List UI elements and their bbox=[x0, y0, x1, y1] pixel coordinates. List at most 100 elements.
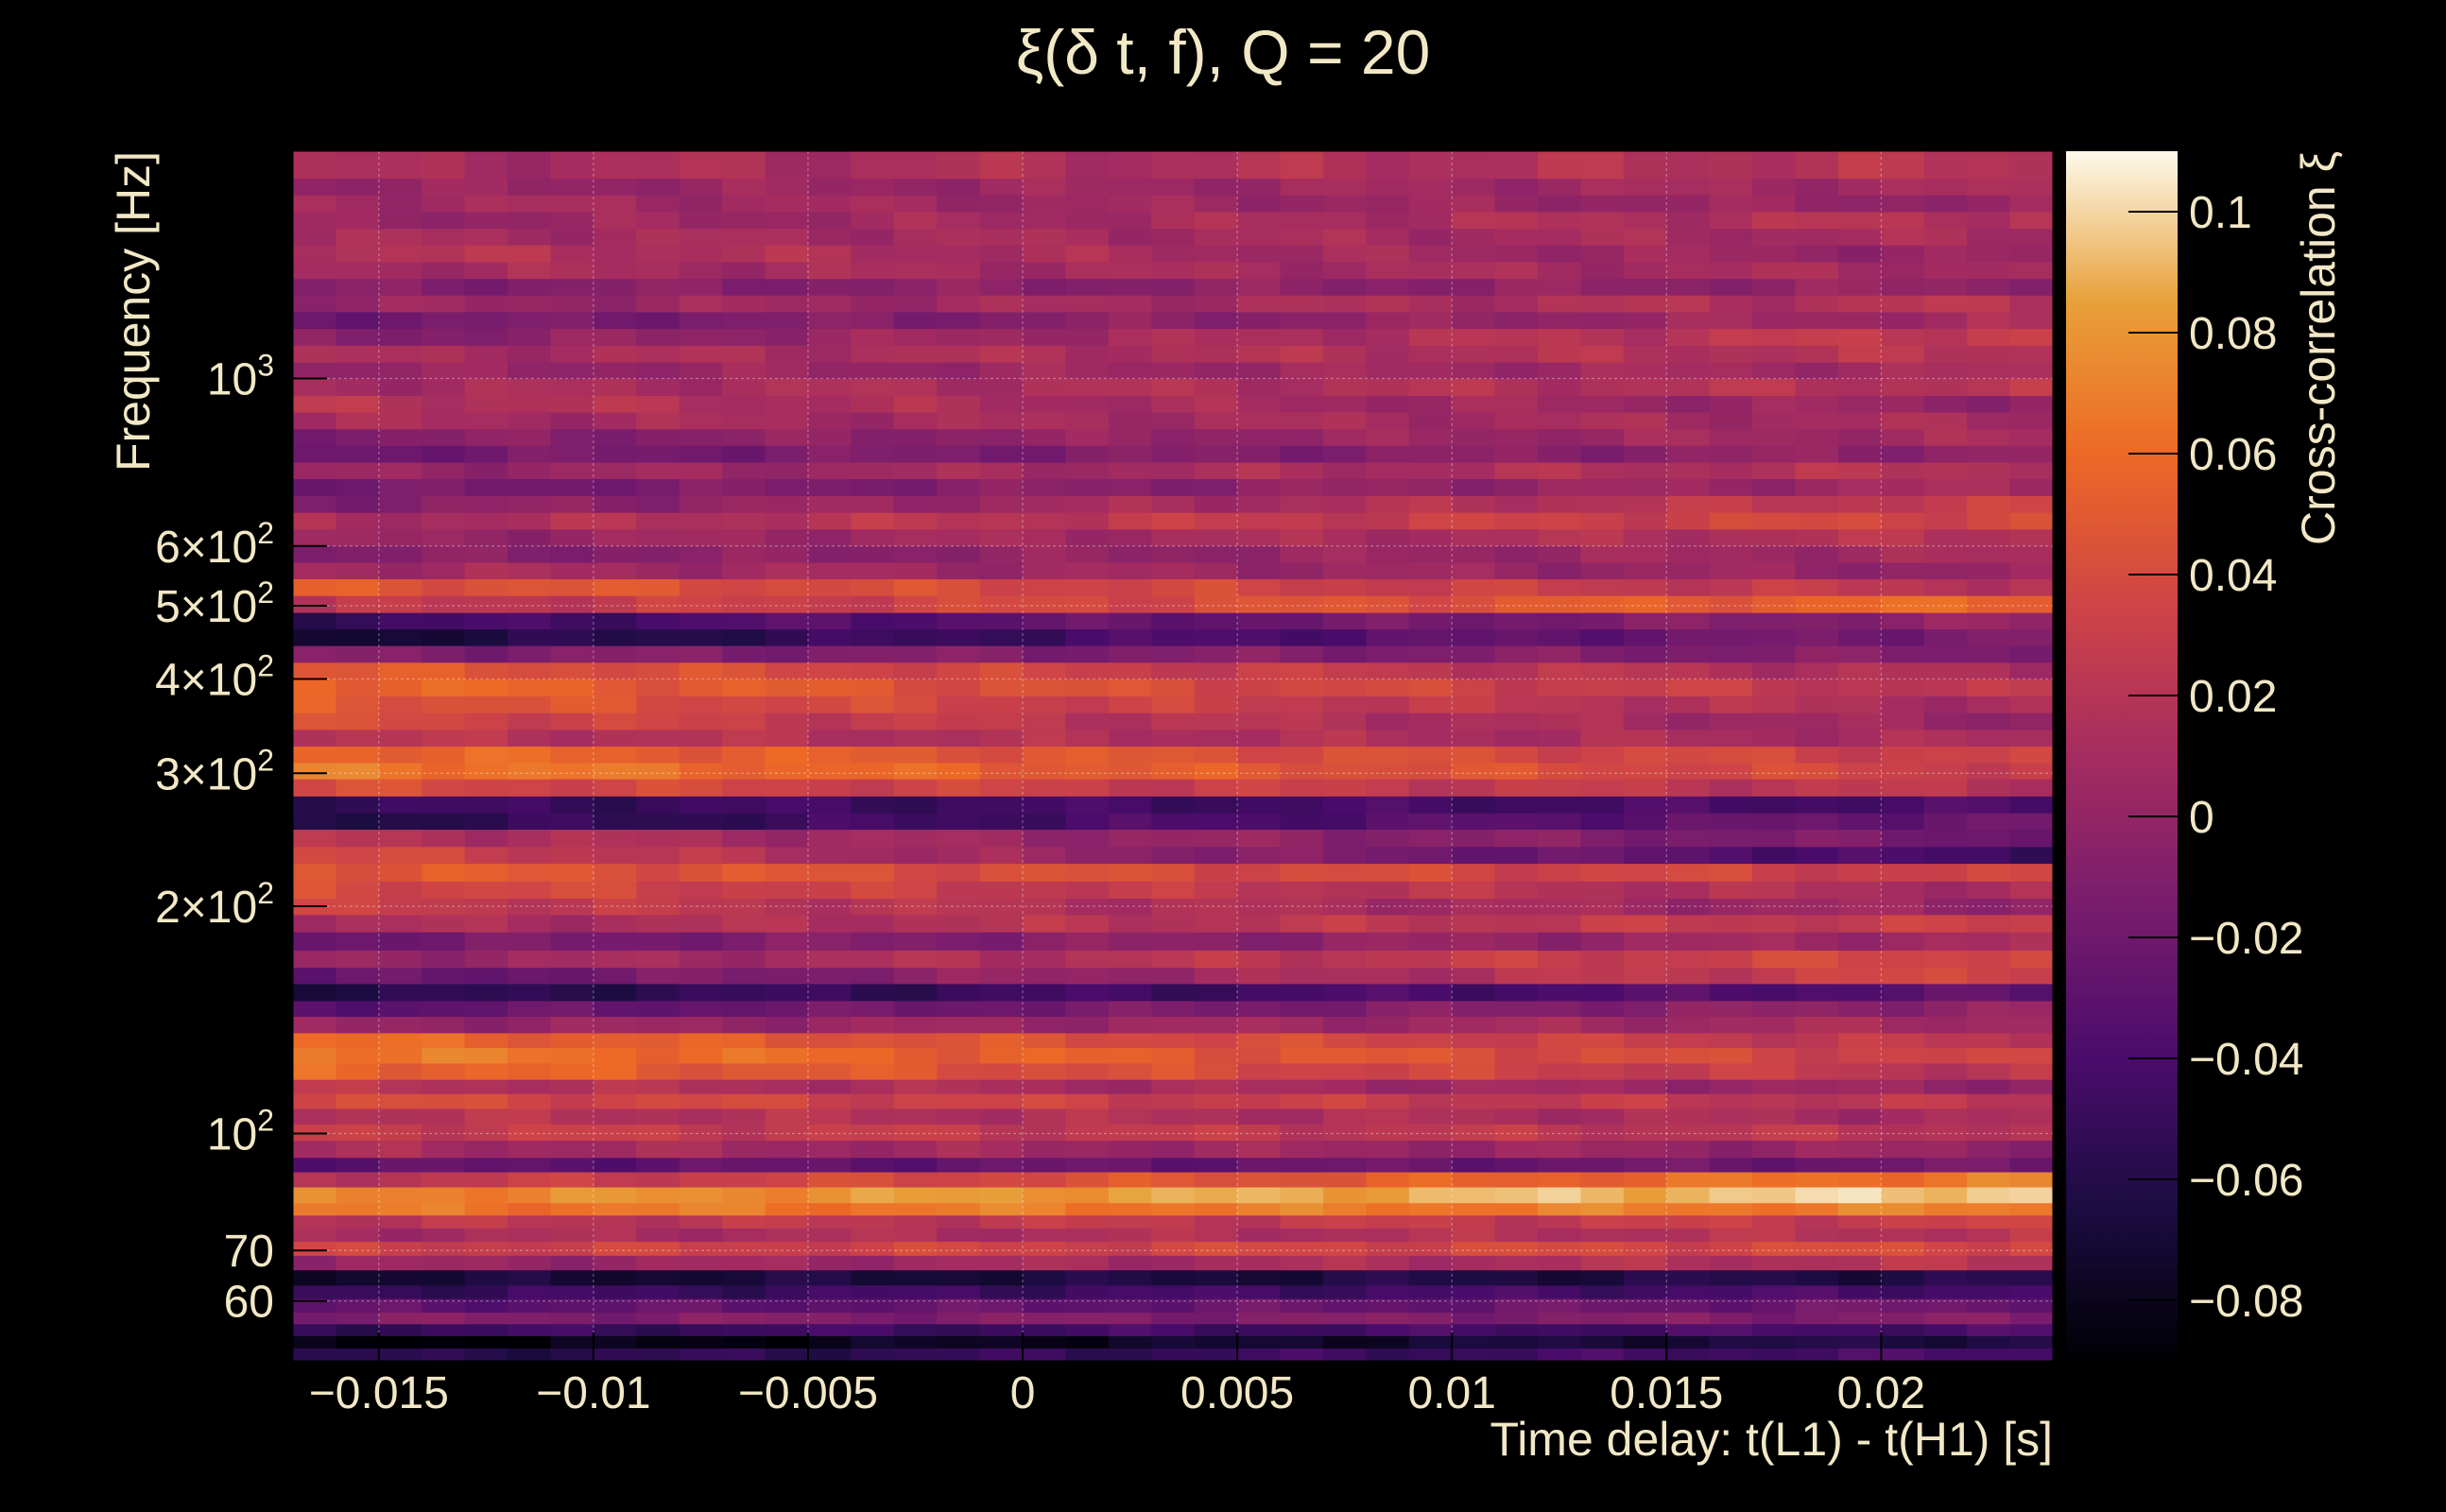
heatmap-cell bbox=[1666, 1079, 1711, 1094]
heatmap-cell bbox=[765, 1093, 809, 1109]
heatmap-cell bbox=[979, 1348, 1024, 1361]
heatmap-cell bbox=[378, 512, 422, 530]
heatmap-cell bbox=[1194, 1297, 1238, 1314]
heatmap-cell bbox=[807, 1079, 852, 1094]
heatmap-cell bbox=[1023, 495, 1067, 513]
heatmap-cell bbox=[1580, 612, 1625, 630]
heatmap-cell bbox=[1280, 1214, 1324, 1228]
heatmap-cell bbox=[851, 846, 895, 865]
heatmap-cell bbox=[1709, 679, 1753, 696]
heatmap-cell bbox=[1795, 245, 1839, 263]
heatmap-cell bbox=[464, 278, 508, 296]
heatmap-cell bbox=[1194, 950, 1238, 969]
heatmap-cell bbox=[1923, 1062, 1968, 1080]
heatmap-cell bbox=[1923, 545, 1968, 563]
grid-lines bbox=[293, 151, 2053, 1361]
heatmap-cell bbox=[1623, 713, 1667, 730]
heatmap-cell bbox=[636, 881, 680, 900]
heatmap-cell bbox=[893, 796, 938, 814]
heatmap-cell bbox=[1322, 545, 1367, 563]
heatmap-cell bbox=[1408, 195, 1453, 213]
heatmap-cell bbox=[1709, 1214, 1753, 1228]
heatmap-cell bbox=[979, 628, 1024, 646]
heatmap-cell bbox=[1023, 846, 1067, 865]
heatmap-cell bbox=[593, 1202, 637, 1216]
heatmap-cell bbox=[636, 914, 680, 933]
heatmap-cell bbox=[807, 1348, 852, 1361]
heatmap-cell bbox=[1023, 1157, 1067, 1173]
heatmap-cell bbox=[1967, 1348, 2011, 1361]
heatmap-cell bbox=[1837, 245, 1882, 263]
heatmap-cell bbox=[550, 261, 594, 280]
heatmap-cell bbox=[1322, 1241, 1367, 1256]
heatmap-cell bbox=[679, 445, 723, 463]
heatmap-cell bbox=[1280, 932, 1324, 951]
heatmap-cell bbox=[1065, 295, 1110, 313]
heatmap-cell bbox=[1237, 813, 1282, 831]
heatmap-cell bbox=[1752, 829, 1797, 848]
heatmap-cell bbox=[1752, 195, 1797, 213]
heatmap-cell bbox=[851, 545, 895, 563]
x-axis-label: Time delay: t(L1) - t(H1) [s] bbox=[1490, 1413, 2053, 1466]
heatmap-cell bbox=[636, 662, 680, 680]
heatmap-cell bbox=[1408, 1269, 1453, 1286]
heatmap-cell bbox=[1666, 662, 1711, 680]
heatmap-cell bbox=[1366, 1124, 1410, 1142]
heatmap-cell bbox=[1194, 545, 1238, 563]
heatmap-cell bbox=[293, 1186, 337, 1204]
heatmap-cell bbox=[1881, 1312, 1925, 1325]
heatmap-cell bbox=[1623, 612, 1667, 630]
heatmap-cell bbox=[2009, 1000, 2053, 1017]
heatmap-cell bbox=[1366, 1157, 1410, 1173]
heatmap-cell bbox=[1580, 1348, 1625, 1361]
heatmap-cell bbox=[378, 561, 422, 580]
heatmap-cell bbox=[851, 1108, 895, 1125]
heatmap-cell bbox=[1494, 411, 1539, 430]
heatmap-cell bbox=[1408, 1124, 1453, 1142]
heatmap-cell bbox=[722, 967, 767, 985]
heatmap-cell bbox=[1194, 211, 1238, 230]
heatmap-cell bbox=[1494, 1323, 1539, 1336]
heatmap-cell bbox=[1452, 932, 1496, 951]
heatmap-cell bbox=[1837, 813, 1882, 831]
heatmap-cell bbox=[1795, 1171, 1839, 1188]
heatmap-cell bbox=[1322, 561, 1367, 580]
heatmap-cell bbox=[1494, 395, 1539, 413]
heatmap-cell bbox=[1752, 746, 1797, 764]
heatmap-cell bbox=[593, 151, 637, 180]
heatmap-cell bbox=[1967, 846, 2011, 865]
heatmap-cell bbox=[1795, 1269, 1839, 1286]
heatmap-cell bbox=[1881, 746, 1925, 764]
heatmap-cell bbox=[293, 729, 337, 747]
heatmap-cell bbox=[722, 345, 767, 363]
heatmap-cell bbox=[1322, 178, 1367, 196]
heatmap-cell bbox=[1752, 512, 1797, 530]
heatmap-cell bbox=[1795, 278, 1839, 296]
heatmap-cell bbox=[1795, 679, 1839, 696]
heatmap-cell bbox=[550, 1255, 594, 1271]
heatmap-cell bbox=[2009, 1186, 2053, 1204]
heatmap-cell bbox=[1237, 612, 1282, 630]
heatmap-cell bbox=[1023, 578, 1067, 596]
heatmap-cell bbox=[722, 561, 767, 580]
heatmap-cell bbox=[1237, 595, 1282, 613]
heatmap-cell bbox=[1923, 914, 1968, 933]
heatmap-cell bbox=[422, 1124, 466, 1142]
heatmap-cell bbox=[1666, 1016, 1711, 1034]
heatmap-cell bbox=[550, 662, 594, 680]
heatmap-cell bbox=[422, 245, 466, 263]
heatmap-cell bbox=[1837, 713, 1882, 730]
heatmap-cell bbox=[593, 261, 637, 280]
heatmap-cell bbox=[1065, 679, 1110, 696]
heatmap-cell bbox=[1538, 1297, 1582, 1314]
heatmap-cell bbox=[979, 1157, 1024, 1173]
heatmap-cell bbox=[979, 328, 1024, 346]
heatmap-cell bbox=[550, 645, 594, 663]
heatmap-cell bbox=[1538, 950, 1582, 969]
heatmap-cell bbox=[1108, 378, 1152, 396]
heatmap-cell bbox=[1194, 628, 1238, 646]
heatmap-cell bbox=[1151, 746, 1196, 764]
heatmap-cell bbox=[1023, 428, 1067, 446]
heatmap-cell bbox=[1881, 1140, 1925, 1159]
heatmap-cell bbox=[550, 328, 594, 346]
